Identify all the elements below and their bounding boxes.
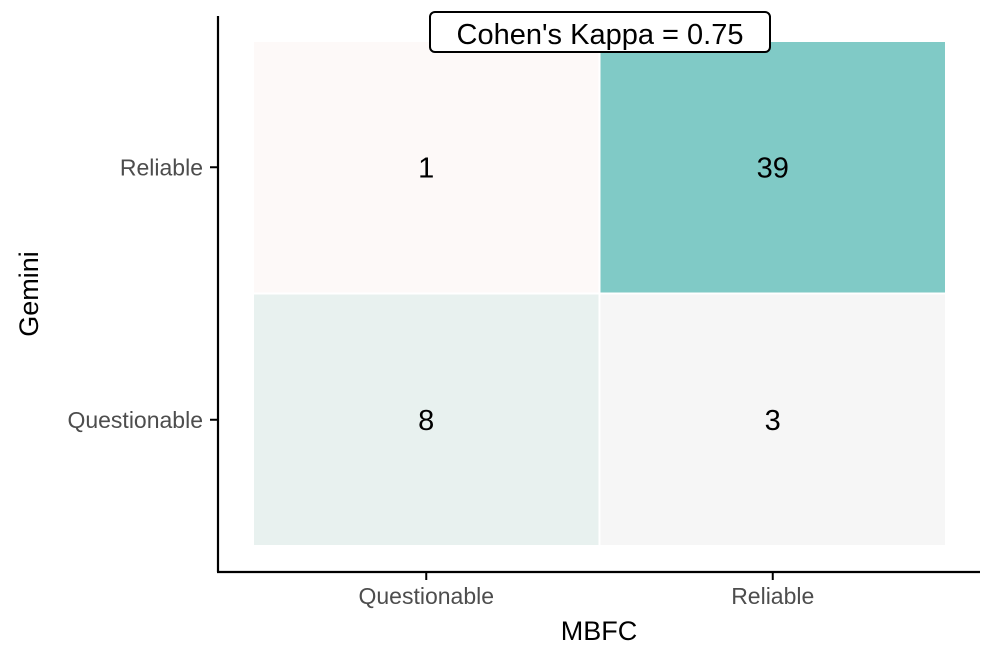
y-axis-ticks: Questionable Reliable [67, 154, 218, 433]
x-axis-title: MBFC [561, 616, 638, 646]
kappa-annotation-text: Cohen's Kappa = 0.75 [457, 19, 744, 51]
x-tick-label: Questionable [358, 583, 494, 609]
y-tick-label: Questionable [67, 407, 203, 433]
cell-value-labels: 1 39 8 3 [418, 152, 789, 437]
y-axis-title: Gemini [14, 251, 44, 337]
cell-value-label: 39 [757, 152, 789, 184]
heatmap-cell [598, 40, 947, 295]
heatmap-cell [252, 292, 601, 547]
cell-value-label: 3 [765, 405, 781, 437]
kappa-annotation: Cohen's Kappa = 0.75 [429, 11, 771, 53]
x-tick-label: Reliable [731, 583, 814, 609]
cell-value-label: 1 [418, 152, 434, 184]
kappa-annotation-box [429, 11, 771, 53]
x-axis-ticks: Questionable Reliable [358, 572, 814, 609]
heatmap-cells [252, 40, 947, 547]
heatmap-cell [252, 40, 601, 295]
cell-value-label: 8 [418, 405, 434, 437]
y-tick-label: Reliable [120, 154, 203, 180]
heatmap-cell [598, 292, 947, 547]
